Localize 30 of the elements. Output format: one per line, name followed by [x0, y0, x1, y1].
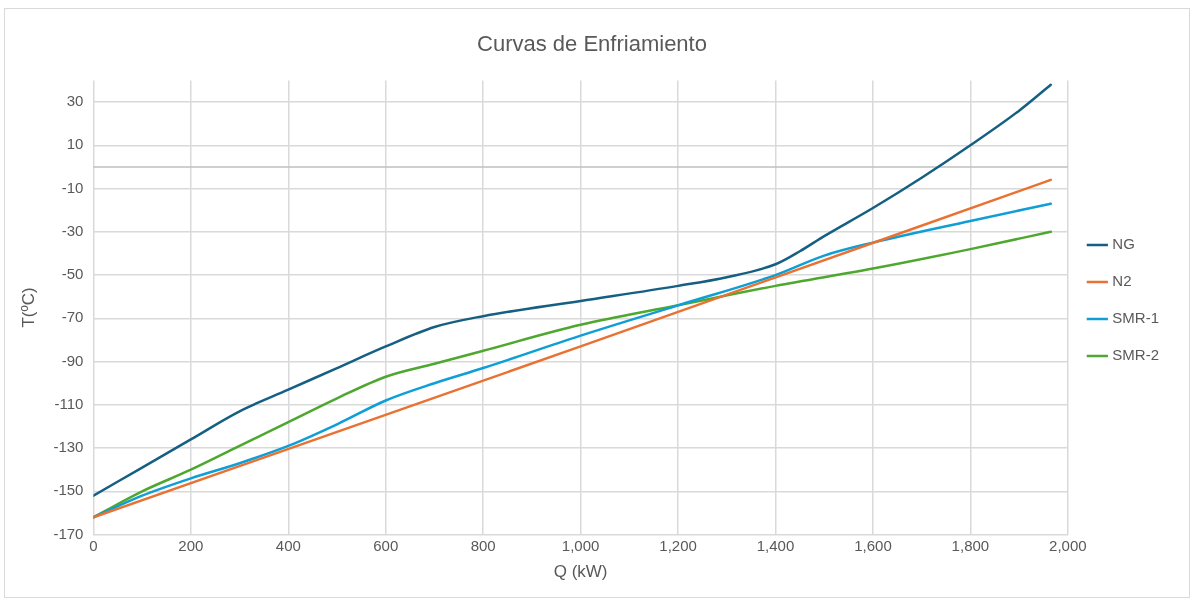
legend-label: NG [1112, 235, 1135, 253]
y-tick-label: -70 [61, 308, 84, 326]
y-tick-label: -10 [61, 178, 84, 196]
legend-label: SMR-1 [1112, 309, 1159, 327]
x-tick-label: 1,600 [854, 536, 892, 554]
x-tick-label: 2,000 [1049, 536, 1087, 554]
y-tick-label: -130 [53, 438, 84, 456]
legend-label: N2 [1112, 272, 1132, 290]
x-tick-label: 600 [373, 536, 399, 554]
x-tick-label: 800 [470, 536, 496, 554]
y-tick-label: 10 [66, 135, 84, 153]
y-tick-label: 30 [66, 92, 84, 110]
y-tick-label: -110 [54, 394, 84, 412]
x-tick-label: 1,200 [659, 536, 697, 554]
x-tick-label: 0 [89, 536, 98, 554]
y-tick-label: -30 [61, 221, 84, 239]
y-tick-label: -50 [61, 265, 84, 283]
chart-title: Curvas de Enfriamiento [477, 31, 707, 57]
x-tick-label: 400 [275, 536, 301, 554]
line-series [93, 83, 1053, 497]
y-axis-title: T(ºC) [18, 287, 38, 328]
y-tick-label: -90 [61, 351, 84, 369]
x-tick-label: 1,000 [561, 536, 600, 554]
x-axis-title: Q (kW) [553, 562, 608, 582]
y-tick-label: -150 [53, 481, 84, 499]
x-tick-label: 1,800 [951, 536, 990, 554]
x-tick-label: 1,400 [756, 536, 795, 554]
y-tick-label: -170 [53, 524, 84, 542]
x-tick-label: 200 [178, 536, 204, 554]
legend-label: SMR-2 [1112, 346, 1159, 364]
